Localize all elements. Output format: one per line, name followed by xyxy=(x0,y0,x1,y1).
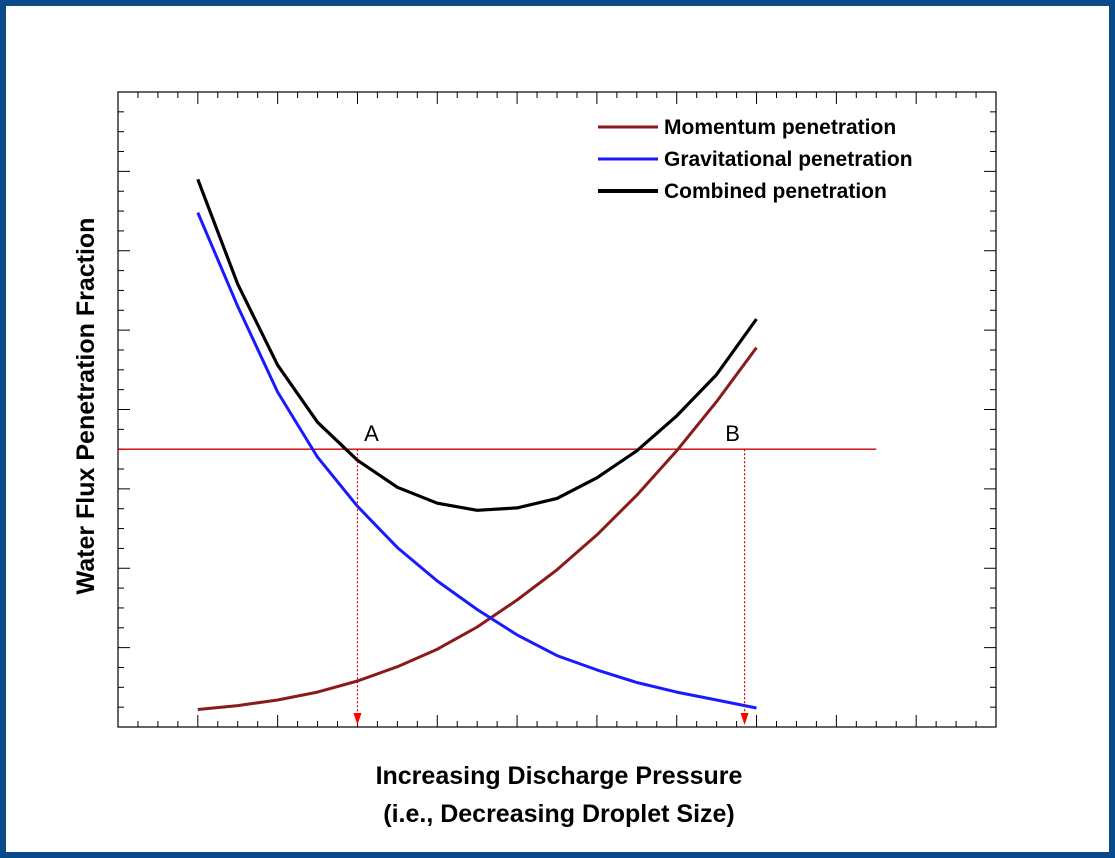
point-label-b: B xyxy=(725,421,740,446)
y-axis-label: Water Flux Penetration Fraction xyxy=(72,218,100,595)
legend-label-3: Combined penetration xyxy=(664,180,887,203)
legend-label-1: Momentum penetration xyxy=(664,116,896,139)
series-line-momentum-penetration xyxy=(197,346,758,711)
series-line-gravitational-penetration xyxy=(196,212,757,710)
drop-arrow-a xyxy=(353,713,362,725)
point-label-a: A xyxy=(364,421,379,446)
series-line-combined-penetration xyxy=(196,178,758,512)
drop-arrow-b xyxy=(740,713,749,725)
x-axis-label: Increasing Discharge Pressure xyxy=(376,762,743,790)
legend-label-2: Gravitational penetration xyxy=(664,148,913,171)
plot-area-border xyxy=(117,91,997,728)
series-layer xyxy=(196,178,758,711)
axis-ticks xyxy=(117,91,997,728)
x-axis-label-line2: (i.e., Decreasing Droplet Size) xyxy=(383,800,735,828)
legend: Momentum penetration Gravitational penetr… xyxy=(598,116,913,203)
drop-lines xyxy=(353,449,749,725)
